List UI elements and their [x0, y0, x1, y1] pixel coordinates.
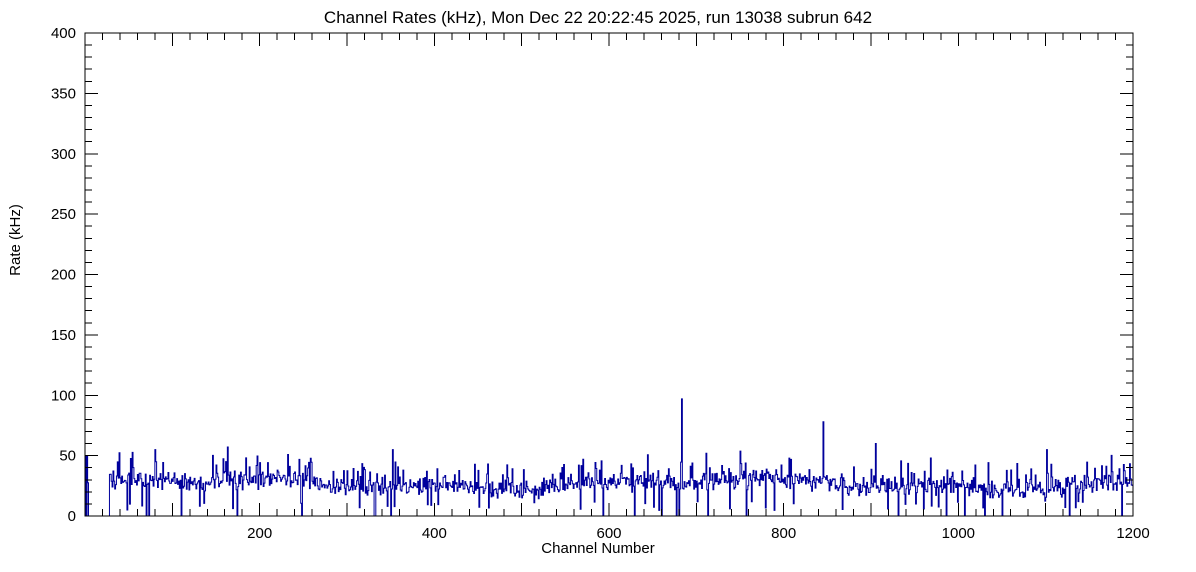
tick-label: 50	[59, 448, 76, 465]
tick-label: 250	[51, 206, 76, 223]
plot-frame	[84, 32, 1134, 517]
tick-label: 800	[771, 525, 796, 542]
chart-title: Channel Rates (kHz), Mon Dec 22 20:22:45…	[323, 8, 873, 27]
histogram-outline	[84, 398, 1134, 517]
tick-label: 400	[422, 525, 447, 542]
tick-label: 350	[51, 85, 76, 102]
histogram-series	[84, 398, 1134, 517]
edge-bin-bar	[85, 455, 88, 516]
tick-label: 150	[51, 327, 76, 344]
tick-label: 1000	[942, 525, 975, 542]
tick-label: 400	[51, 25, 76, 42]
tick-label: 600	[596, 525, 621, 542]
axes	[84, 32, 1134, 517]
tick-label: 300	[51, 146, 76, 163]
x-axis-label: Channel Number	[541, 540, 655, 557]
tick-label: 100	[51, 387, 76, 404]
tick-label: 0	[68, 508, 76, 525]
tick-labels: 0 50 100 150 200 250 300 350 400 200 400 600 800 1000…	[51, 25, 1150, 542]
tick-label: 200	[247, 525, 272, 542]
tick-label: 200	[51, 267, 76, 284]
tick-label: 1200	[1116, 525, 1149, 542]
y-axis-label: Rate (kHz)	[7, 204, 24, 276]
